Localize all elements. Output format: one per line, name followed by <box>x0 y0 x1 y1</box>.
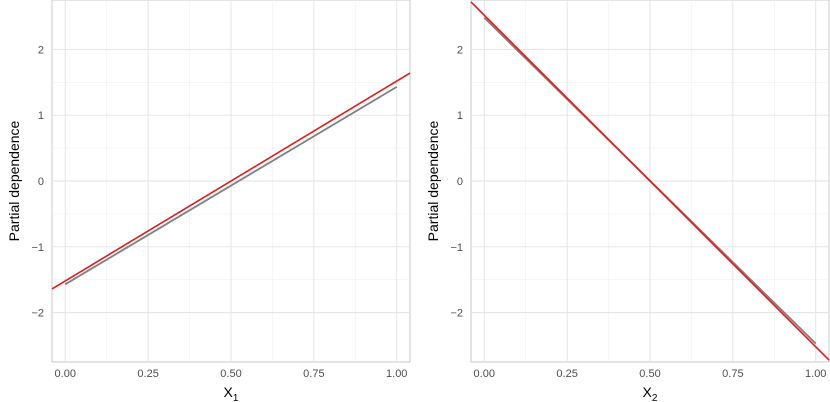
x-tick-label: 0.50 <box>220 368 241 380</box>
y-tick-labels: −2 −1 0 1 2 <box>450 44 463 319</box>
x-tick-label: 0.50 <box>639 368 660 380</box>
x-tick-label: 0.00 <box>474 368 495 380</box>
x-tick-label: 1.00 <box>805 368 826 380</box>
x-tick-labels: 0.00 0.25 0.50 0.75 1.00 <box>55 368 408 380</box>
x-tick-label: 0.00 <box>55 368 76 380</box>
x-tick-label: 0.25 <box>556 368 577 380</box>
x-axis-title: X1 <box>224 384 239 402</box>
y-axis-title: Partial dependence <box>425 120 441 241</box>
y-tick-label: −2 <box>450 308 463 320</box>
y-tick-labels: −2 −1 0 1 2 <box>31 44 44 319</box>
y-tick-label: 1 <box>457 110 463 122</box>
series-lines <box>470 1 830 361</box>
panel-x2: −2 −1 0 1 2 0.00 0.25 0.50 0.75 1.00 X2 Partial … <box>425 0 830 402</box>
y-tick-label: 1 <box>38 110 44 122</box>
y-tick-label: −2 <box>31 308 44 320</box>
series-line-1 <box>51 72 411 290</box>
y-tick-label: −1 <box>450 242 463 254</box>
y-tick-label: −1 <box>31 242 44 254</box>
x-tick-labels: 0.00 0.25 0.50 0.75 1.00 <box>474 368 827 380</box>
x-tick-label: 1.00 <box>386 368 407 380</box>
panel-x1: −2 −1 0 1 2 0.00 0.25 0.50 0.75 1.00 X1 Partial … <box>6 0 411 402</box>
series-line-0 <box>64 86 398 286</box>
y-axis-title: Partial dependence <box>6 120 22 241</box>
y-tick-label: 0 <box>38 176 44 188</box>
series-line-1 <box>470 1 830 361</box>
x-tick-label: 0.25 <box>137 368 158 380</box>
y-tick-label: 2 <box>457 44 463 56</box>
x-tick-label: 0.75 <box>722 368 743 380</box>
x-tick-label: 0.75 <box>303 368 324 380</box>
x-axis-title: X2 <box>643 384 658 402</box>
y-tick-label: 0 <box>457 176 463 188</box>
grid <box>471 0 829 362</box>
y-tick-label: 2 <box>38 44 44 56</box>
series-lines <box>51 72 411 290</box>
